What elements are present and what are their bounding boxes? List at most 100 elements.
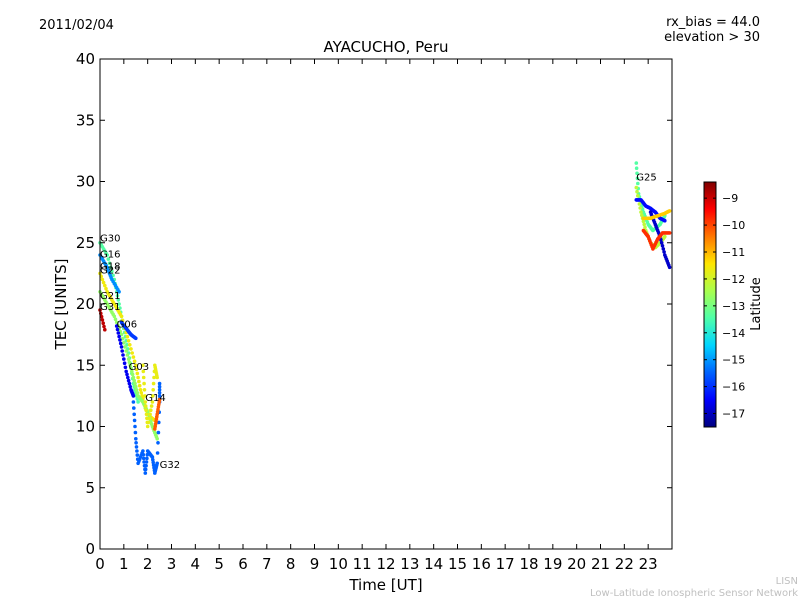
- data-point: [143, 394, 147, 398]
- data-point: [116, 331, 121, 335]
- satellite-label: G06: [117, 319, 137, 330]
- data-point: [634, 185, 639, 190]
- colorbar-label: Latitude: [749, 277, 764, 331]
- data-point: [100, 277, 105, 282]
- satellite-label: G31: [100, 302, 120, 313]
- footer-network-name: Low-Latitude Ionospheric Sensor Network: [590, 588, 798, 599]
- data-point: [151, 394, 155, 398]
- data-point: [112, 314, 117, 319]
- colorbar-tick-label: −11: [722, 246, 745, 259]
- data-point: [129, 366, 133, 371]
- data-point: [146, 420, 151, 425]
- data-point: [127, 381, 132, 386]
- data-point: [142, 388, 147, 392]
- y-tick-label: 10: [76, 418, 95, 436]
- x-tick-label: 4: [191, 555, 201, 573]
- data-point: [152, 375, 156, 380]
- data-point: [117, 290, 121, 294]
- series-7: [131, 381, 162, 475]
- data-point: [100, 318, 105, 322]
- data-point: [99, 314, 104, 319]
- y-tick-label: 35: [76, 111, 95, 129]
- colorbar-tick-label: −17: [722, 408, 745, 421]
- satellite-label: G25: [636, 172, 656, 183]
- series-15: [641, 228, 672, 251]
- data-point: [101, 280, 106, 285]
- data-point: [136, 375, 140, 380]
- data-point: [659, 241, 664, 245]
- data-point: [121, 353, 125, 357]
- data-point: [130, 369, 134, 374]
- x-tick-label: 9: [310, 555, 320, 573]
- footer-network-short: LISN: [775, 576, 798, 587]
- data-point: [131, 400, 136, 404]
- data-point: [156, 430, 161, 435]
- data-point: [139, 391, 144, 395]
- data-point: [143, 404, 148, 408]
- x-tick-label: 17: [496, 555, 515, 573]
- data-point: [126, 378, 131, 383]
- series-5: [114, 324, 136, 398]
- data-point: [132, 406, 136, 410]
- colorbar: −9 −10 −11 −12 −13 −14 −15 −16 −17: [703, 181, 745, 428]
- satellite-label: G18: [100, 262, 120, 273]
- x-tick-label: 15: [448, 555, 467, 573]
- series-13: [648, 210, 672, 270]
- data-point: [143, 471, 148, 475]
- data-point: [660, 244, 665, 248]
- data-point: [134, 445, 139, 449]
- x-tick-label: 8: [286, 555, 296, 573]
- data-point: [141, 456, 146, 461]
- data-point: [141, 369, 146, 374]
- plot-area: [99, 58, 673, 550]
- data-point: [144, 412, 149, 417]
- data-point: [129, 347, 133, 351]
- data-point: [128, 363, 132, 368]
- x-tick-label: 1: [119, 555, 129, 573]
- data-point: [662, 250, 666, 254]
- data-point: [116, 298, 121, 302]
- data-point: [135, 453, 140, 457]
- data-point: [157, 381, 162, 386]
- data-point: [636, 181, 640, 186]
- x-tick-label: 6: [238, 555, 248, 573]
- data-point: [125, 353, 130, 357]
- data-point: [123, 365, 128, 370]
- y-tick-label: 25: [76, 234, 95, 252]
- x-tick-label: 10: [329, 555, 348, 573]
- data-point: [134, 363, 138, 368]
- x-tick-label: 18: [519, 555, 538, 573]
- x-tick-label: 7: [262, 555, 272, 573]
- data-point: [122, 341, 126, 345]
- data-point: [134, 441, 138, 445]
- data-point: [115, 327, 120, 332]
- data-point: [639, 210, 643, 214]
- data-point: [667, 231, 672, 235]
- data-point: [119, 345, 124, 349]
- data-marks: [98, 161, 672, 475]
- data-point: [136, 400, 140, 404]
- x-tick-label: 2: [143, 555, 153, 573]
- data-point: [663, 218, 667, 223]
- colorbar-tick-label: −13: [722, 300, 745, 313]
- data-point: [144, 463, 148, 468]
- data-point: [120, 336, 125, 341]
- data-point: [157, 420, 161, 425]
- data-point: [130, 372, 135, 377]
- rx-bias-label: rx_bias = 44.0: [666, 15, 760, 30]
- x-tick-label: 16: [472, 555, 491, 573]
- data-point: [135, 371, 140, 376]
- x-axis-label: Time [UT]: [348, 576, 422, 594]
- data-point: [114, 324, 119, 328]
- data-point: [642, 222, 646, 227]
- data-point: [141, 452, 146, 457]
- data-point: [127, 360, 132, 365]
- data-point: [144, 408, 148, 413]
- colorbar-gradient: [703, 181, 717, 428]
- data-point: [150, 455, 155, 459]
- data-point: [157, 388, 162, 392]
- data-point: [133, 381, 137, 386]
- data-point: [157, 384, 162, 389]
- data-point: [155, 437, 159, 441]
